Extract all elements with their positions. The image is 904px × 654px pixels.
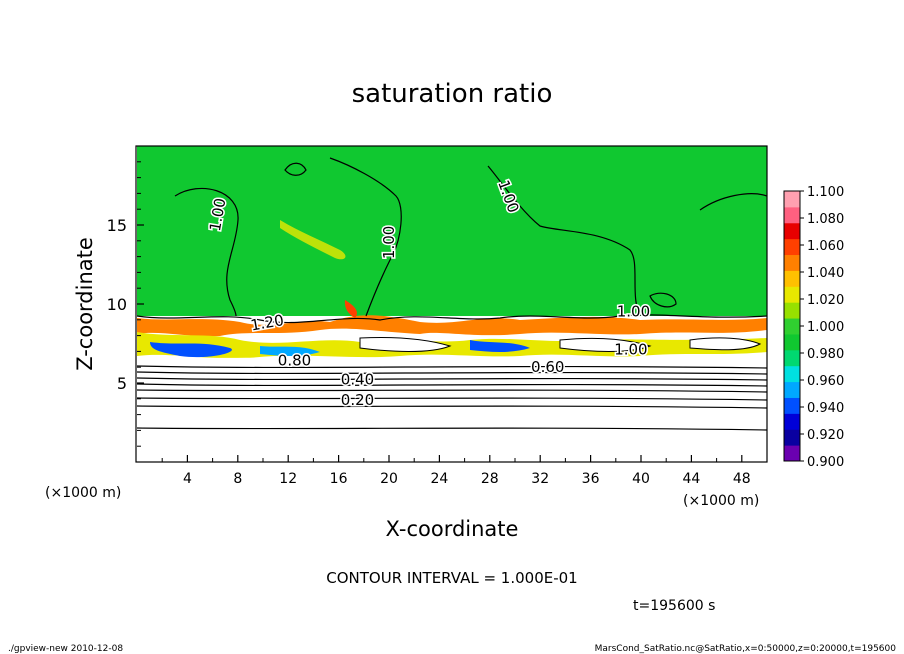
footer-right: MarsCond_SatRatio.nc@SatRatio,x=0:50000,…	[595, 644, 897, 654]
x-unit-left: (×1000 m)	[45, 485, 121, 501]
colorbar-segment	[784, 397, 800, 414]
x-axis-label: X-coordinate	[386, 517, 519, 541]
x-tick-label: 16	[330, 471, 348, 487]
time-label: t=195600 s	[633, 598, 715, 614]
footer-left: ./gpview-new 2010-12-08	[8, 644, 123, 654]
colorbar-segment	[784, 333, 800, 351]
colorbar-segment	[784, 286, 800, 303]
plot-area: 1.001.001.001.001.001.200.80 0.600.400.20	[137, 146, 767, 462]
x-tick-label: 32	[531, 471, 549, 487]
contour-interval: CONTOUR INTERVAL = 1.000E-01	[326, 569, 577, 587]
y-axis: 5 10 15	[107, 161, 144, 447]
supersaturated-region	[137, 146, 767, 316]
x-tick-label: 20	[380, 471, 398, 487]
x-tick-label: 8	[233, 471, 242, 487]
plot-frame	[135, 145, 768, 463]
colorbar-tick-label: 0.900	[807, 455, 844, 470]
subsaturated-region	[137, 316, 767, 462]
colorbar-tick-label: 1.040	[807, 266, 844, 281]
contour-label: 0.20	[341, 391, 374, 409]
colorbar-segment	[784, 191, 800, 208]
x-tick-label: 40	[632, 471, 650, 487]
contour-label: 0.40	[341, 371, 374, 389]
contour-label: 0.80	[278, 352, 311, 370]
x-tick-label: 36	[582, 471, 600, 487]
x-unit-right: (×1000 m)	[683, 493, 759, 509]
chart-title: saturation ratio	[352, 79, 553, 109]
x-tick-label: 12	[279, 471, 297, 487]
x-axis: 4 8 12 16 20 24 28 32 36 40 44 48	[161, 455, 751, 487]
colorbar-tick-label: 0.960	[807, 374, 844, 389]
colorbar-tick-label: 0.920	[807, 428, 844, 443]
colorbar-segment	[784, 270, 800, 287]
colorbar-segment	[784, 349, 800, 367]
plume	[280, 220, 357, 318]
colorbar-segment	[784, 413, 800, 430]
x-tick-label: 44	[682, 471, 700, 487]
x-tick-label: 4	[183, 471, 192, 487]
colorbar-segment	[784, 429, 800, 446]
colorbar-segment	[784, 238, 800, 256]
x-tick-label: 48	[733, 471, 751, 487]
contour-label: 0.60	[531, 358, 564, 376]
colorbar-tick-label: 1.000	[807, 320, 844, 335]
colorbar-tick-label: 1.100	[807, 185, 844, 200]
x-tick-label: 28	[481, 471, 499, 487]
y-tick-label: 15	[107, 216, 127, 235]
x-tick-label: 24	[430, 471, 448, 487]
y-tick-label: 10	[107, 295, 127, 314]
colorbar-tick-label: 0.980	[807, 347, 844, 362]
colorbar-tick-label: 1.020	[807, 293, 844, 308]
colorbar-segment	[784, 365, 800, 383]
colorbar-tick-label: 1.080	[807, 212, 844, 227]
colorbar-segment	[784, 445, 800, 462]
colorbar-segment	[784, 302, 800, 319]
colorbar-segment	[784, 206, 800, 224]
colorbar-segment	[784, 254, 800, 271]
colorbar-segment	[784, 381, 800, 398]
colorbar-segment	[784, 222, 800, 240]
y-tick-label: 5	[117, 374, 127, 393]
colorbar-tick-label: 0.940	[807, 401, 844, 416]
colorbar-segment	[784, 318, 800, 335]
contour-label: 1.00	[617, 303, 650, 321]
y-axis-label: Z-coordinate	[73, 237, 97, 371]
contour-label: 1.00	[614, 341, 647, 359]
contour-lines	[137, 157, 767, 431]
cloud-layer	[137, 315, 767, 364]
colorbar-tick-label: 1.060	[807, 239, 844, 254]
colorbar: 0.900 0.920 0.940 0.960 0.980 1.000 1.020 1.040…	[783, 185, 844, 470]
contour-label: 1.00	[380, 226, 398, 259]
